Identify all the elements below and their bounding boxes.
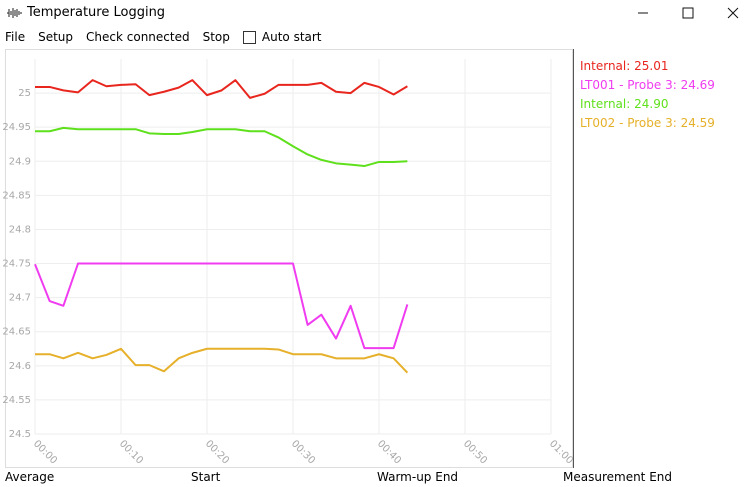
- series-line: [34, 262, 409, 350]
- close-button[interactable]: [727, 7, 739, 19]
- legend-entry: LT001 - Probe 3: 24.69: [580, 78, 715, 92]
- y-tick-label: 24.65: [2, 327, 31, 338]
- menu-item[interactable]: Check connected: [86, 30, 190, 44]
- y-tick-label: 24.7: [9, 293, 31, 304]
- y-tick-label: 24.95: [2, 122, 31, 133]
- chart: 24.5 24.55 24.6 24.65 24.7 24.75 24.8 24.85 24.9…: [2, 49, 575, 468]
- legend: Internal: 25.01 LT001 - Probe 3: 24.69 Int…: [580, 57, 715, 133]
- y-tick-label: 24.55: [2, 395, 31, 406]
- window-controls: [638, 7, 739, 19]
- plot-frame: [5, 49, 573, 468]
- menu-item[interactable]: File: [5, 30, 26, 44]
- y-tick-label: 24.75: [2, 259, 31, 270]
- y-tick-label: 25: [18, 88, 31, 99]
- y-tick-label: 24.9: [9, 156, 31, 167]
- menu-item[interactable]: Stop: [202, 30, 230, 44]
- status-label: Warm-up End: [377, 470, 459, 484]
- series-line: [35, 347, 409, 374]
- status-label: Measurement End: [563, 470, 673, 484]
- series-line: [35, 126, 408, 168]
- menu-item[interactable]: Setup: [38, 30, 74, 44]
- checkbox-label[interactable]: Auto start: [261, 30, 322, 44]
- status-label: Average: [5, 470, 55, 484]
- window-title: Temperature Logging: [27, 5, 166, 20]
- menu-bar: File Setup Check connected Stop Auto sta…: [5, 30, 335, 44]
- maximize-button[interactable]: [682, 7, 694, 19]
- legend-entry: Internal: 25.01: [580, 59, 669, 73]
- legend-entry: Internal: 24.90: [580, 97, 669, 111]
- y-tick-label: 24.8: [9, 224, 31, 235]
- status-label: Start: [191, 470, 221, 484]
- app-icon: [7, 8, 22, 18]
- y-tick-label: 24.6: [9, 361, 31, 372]
- y-tick-label: 24.85: [2, 190, 31, 201]
- checkbox[interactable]: [242, 30, 256, 44]
- legend-entry: LT002 - Probe 3: 24.59: [580, 116, 715, 130]
- status-bar: Average Start Warm-up End Measurement En…: [5, 470, 753, 487]
- y-tick-label: 24.5: [9, 429, 31, 440]
- series-line: [35, 79, 408, 99]
